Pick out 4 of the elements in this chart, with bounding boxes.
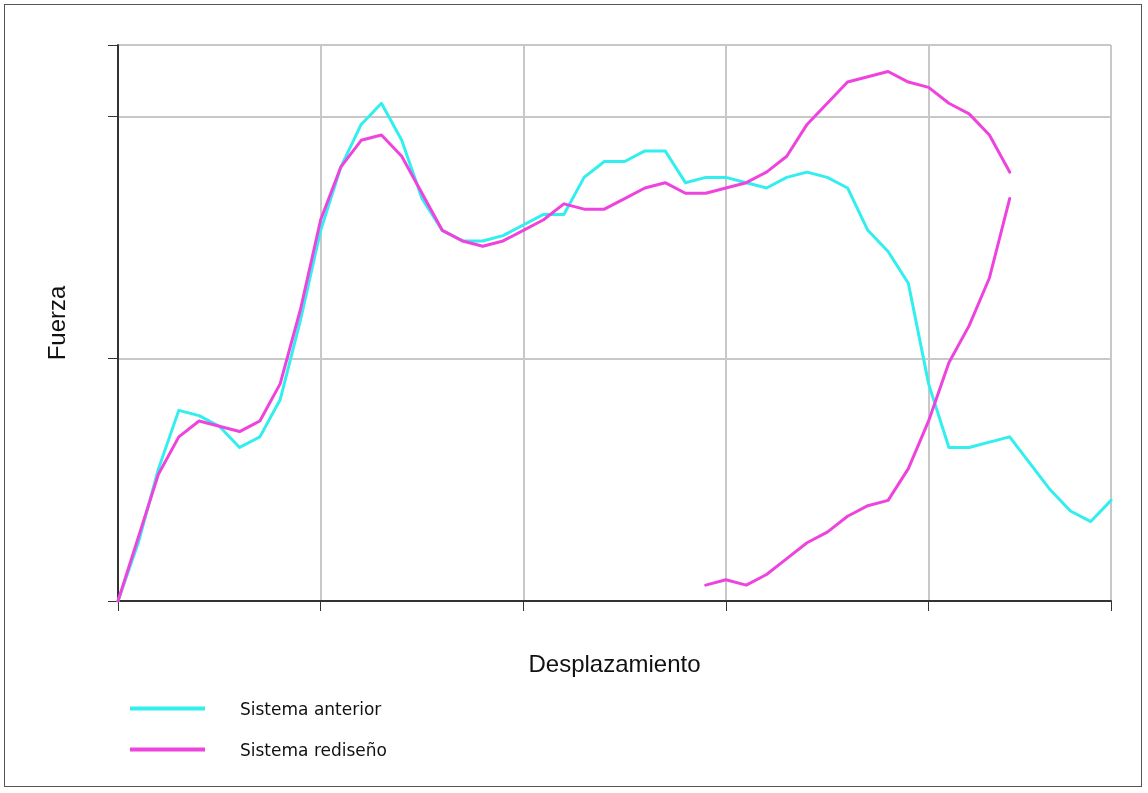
x-axis-title: Desplazamiento [528,649,701,677]
y-axis-title: Fuerza [42,285,70,361]
legend-label: Sistema anterior [240,698,382,719]
legend-label: Sistema rediseño [240,739,387,760]
